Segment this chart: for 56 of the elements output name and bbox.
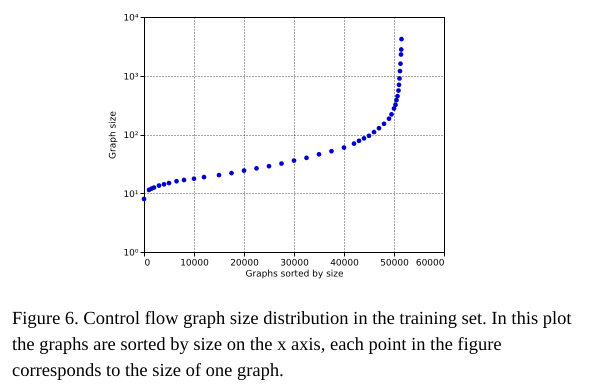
- point: [398, 61, 403, 66]
- point: [396, 82, 402, 88]
- point: [393, 102, 398, 108]
- y-tick-label: 10¹: [123, 190, 139, 200]
- point: [372, 130, 376, 134]
- point: [279, 161, 284, 166]
- y-axis-title: Graph size: [108, 110, 118, 159]
- point: [202, 174, 206, 180]
- point: [162, 182, 166, 187]
- point: [396, 88, 401, 93]
- point: [356, 138, 362, 144]
- point: [192, 176, 196, 182]
- point: [242, 168, 246, 173]
- point: [398, 52, 404, 57]
- point: [304, 156, 309, 160]
- point: [382, 121, 386, 126]
- x-tick-label: 60000: [416, 258, 445, 268]
- point: [397, 76, 402, 81]
- x-tick-label: 10000: [180, 258, 210, 268]
- point: [386, 116, 392, 122]
- point: [389, 112, 394, 117]
- point: [342, 145, 346, 150]
- point: [316, 152, 322, 157]
- x-tick-label: 20000: [230, 258, 260, 268]
- point: [152, 185, 156, 190]
- point: [156, 183, 162, 188]
- point: [399, 36, 404, 42]
- point: [166, 180, 172, 186]
- y-tick-label: 10⁰: [123, 248, 139, 258]
- x-tick-label: 30000: [280, 258, 310, 268]
- point: [362, 136, 366, 141]
- point: [376, 126, 382, 131]
- caption: Figure 6. Control flow graph size distribution in the training set. In this plot the graphs are sorted by size on the x axis, each point in the figure corresponds to the size of one graph.: [12, 308, 573, 383]
- x-tick-label: 0: [144, 258, 150, 268]
- point: [352, 141, 356, 146]
- y-tick-label: 10⁴: [123, 14, 139, 24]
- point: [395, 94, 400, 98]
- point: [216, 172, 222, 178]
- point: [292, 158, 296, 163]
- y-tick-label: 10²: [123, 131, 139, 141]
- point: [394, 98, 399, 102]
- point: [266, 164, 272, 169]
- point: [142, 196, 146, 202]
- point: [229, 170, 234, 176]
- x-tick-label: 50000: [380, 258, 410, 268]
- point: [174, 178, 179, 184]
- point: [398, 68, 402, 74]
- x-tick-label: 40000: [330, 258, 360, 268]
- y-tick-label: 10³: [123, 72, 139, 82]
- point: [329, 148, 334, 154]
- point: [254, 166, 259, 171]
- point: [366, 133, 372, 138]
- point: [392, 106, 396, 111]
- x-axis-title: Graphs sorted by size: [245, 270, 344, 280]
- point: [398, 47, 404, 52]
- point: [182, 178, 186, 182]
